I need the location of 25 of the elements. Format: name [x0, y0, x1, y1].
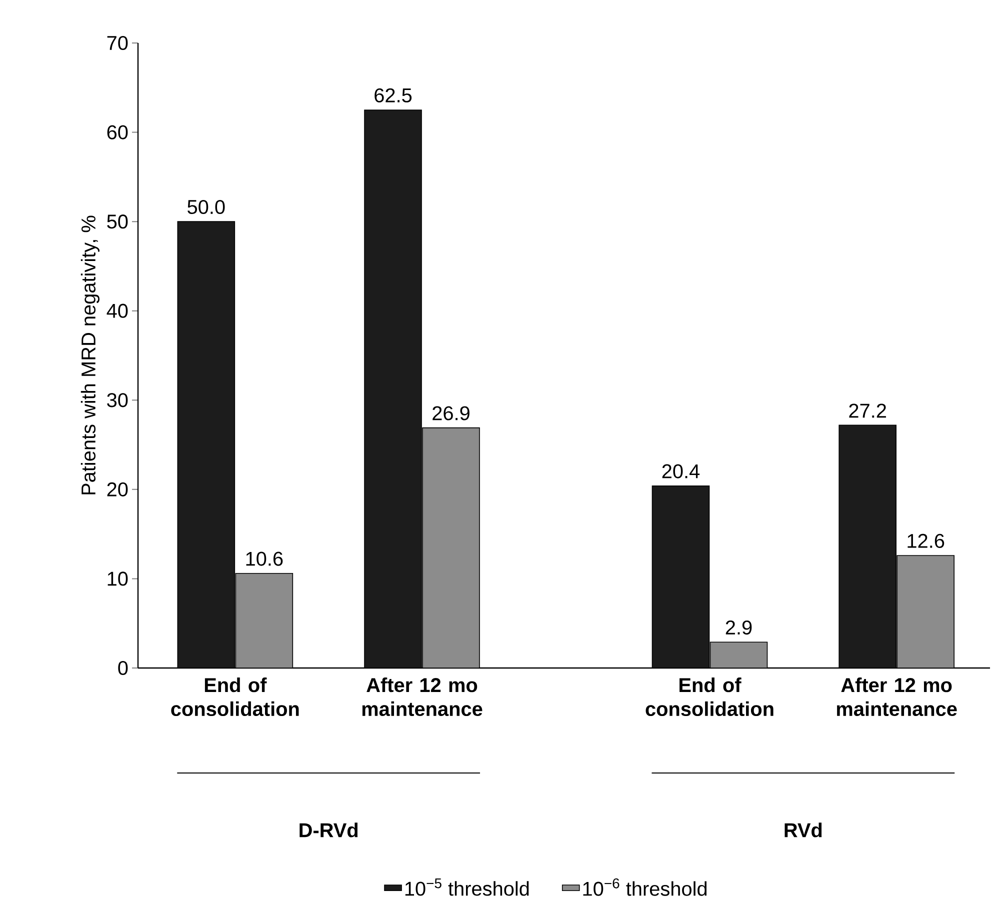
y-tick-label: 10: [108, 572, 128, 586]
data-label: 27.2: [849, 404, 886, 418]
legend-label: 10$^{−6}$ threshold: [583, 878, 707, 896]
y-tick-label: 50: [107, 214, 128, 229]
y-tick-label: 70: [107, 36, 128, 50]
data-label: 20.4: [662, 464, 700, 478]
data-label: 26.9: [432, 406, 470, 420]
x-tick-label: End of consolidation: [646, 678, 774, 716]
data-label: 50.0: [188, 200, 225, 214]
data-label: 12.6: [908, 534, 944, 548]
y-tick-label: 60: [107, 125, 128, 140]
x-tick-label: After 12 mo maintenance: [836, 678, 957, 716]
y-tick-label: 40: [106, 304, 128, 318]
y-tick-label: 0: [118, 660, 128, 676]
x-tick-label: End of consolidation: [171, 678, 299, 716]
data-label: 2.9: [726, 620, 752, 635]
legend-label: 10$^{−5}$ threshold: [405, 878, 529, 896]
y-tick-label: 30: [107, 393, 128, 408]
text: D-RVd: [300, 822, 358, 838]
y-axis-title: Patients with MRD negativity, %: [80, 216, 100, 494]
x-tick-label: After 12 mo maintenance: [362, 678, 482, 716]
data-label: 62.5: [374, 88, 412, 102]
y-tick-label: 20: [107, 482, 128, 496]
data-label: 10.6: [246, 552, 283, 566]
text: RVd: [784, 822, 822, 838]
